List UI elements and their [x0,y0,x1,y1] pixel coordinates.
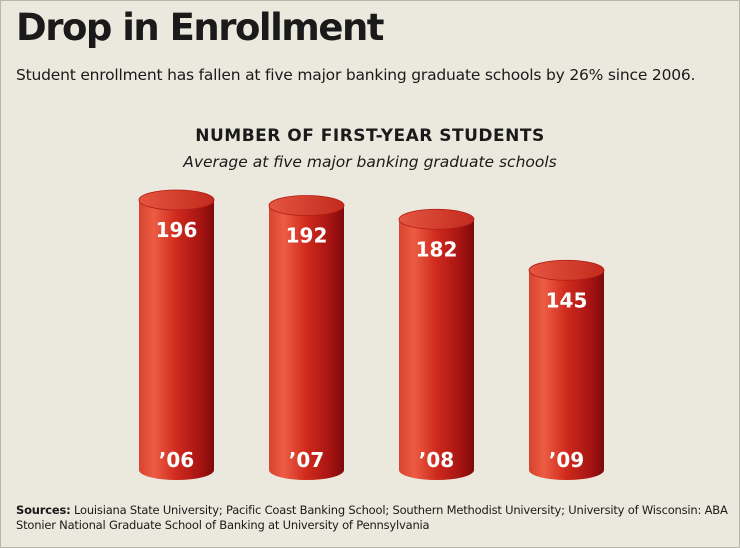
bar-value-label: 192 [286,224,328,248]
chart-title: NUMBER OF FIRST-YEAR STUDENTS [195,126,545,146]
bar-top-3 [528,259,605,281]
dek-text: Student enrollment has fallen at five ma… [16,66,696,84]
bar-category-label: ’09 [549,448,584,472]
bar-value-label: 196 [156,218,198,242]
bar-body-0 [139,200,215,480]
sources-note: Sources: Louisiana State University; Pac… [16,503,731,533]
bar-body-1 [269,205,344,480]
bar-top-2 [398,208,475,230]
bar-body-2 [399,219,474,481]
bar-value-label: 145 [546,288,588,312]
page-title: Drop in Enrollment [16,6,384,49]
bar-category-label: ’07 [289,448,324,472]
bars-group: 196 ’06 192 ’07 182 ’08 145 ’09 [138,189,605,481]
sources-text: Louisiana State University; Pacific Coas… [16,503,728,532]
bar-top-0 [138,189,215,211]
sources-label: Sources: [16,503,71,517]
bar-body-3 [529,270,604,480]
bar-category-label: ’08 [419,448,454,472]
bar-top-1 [268,195,345,216]
bar-category-label: ’06 [159,448,194,472]
bar-value-label: 182 [416,237,458,261]
chart-subtitle: Average at five major banking graduate s… [183,153,557,171]
